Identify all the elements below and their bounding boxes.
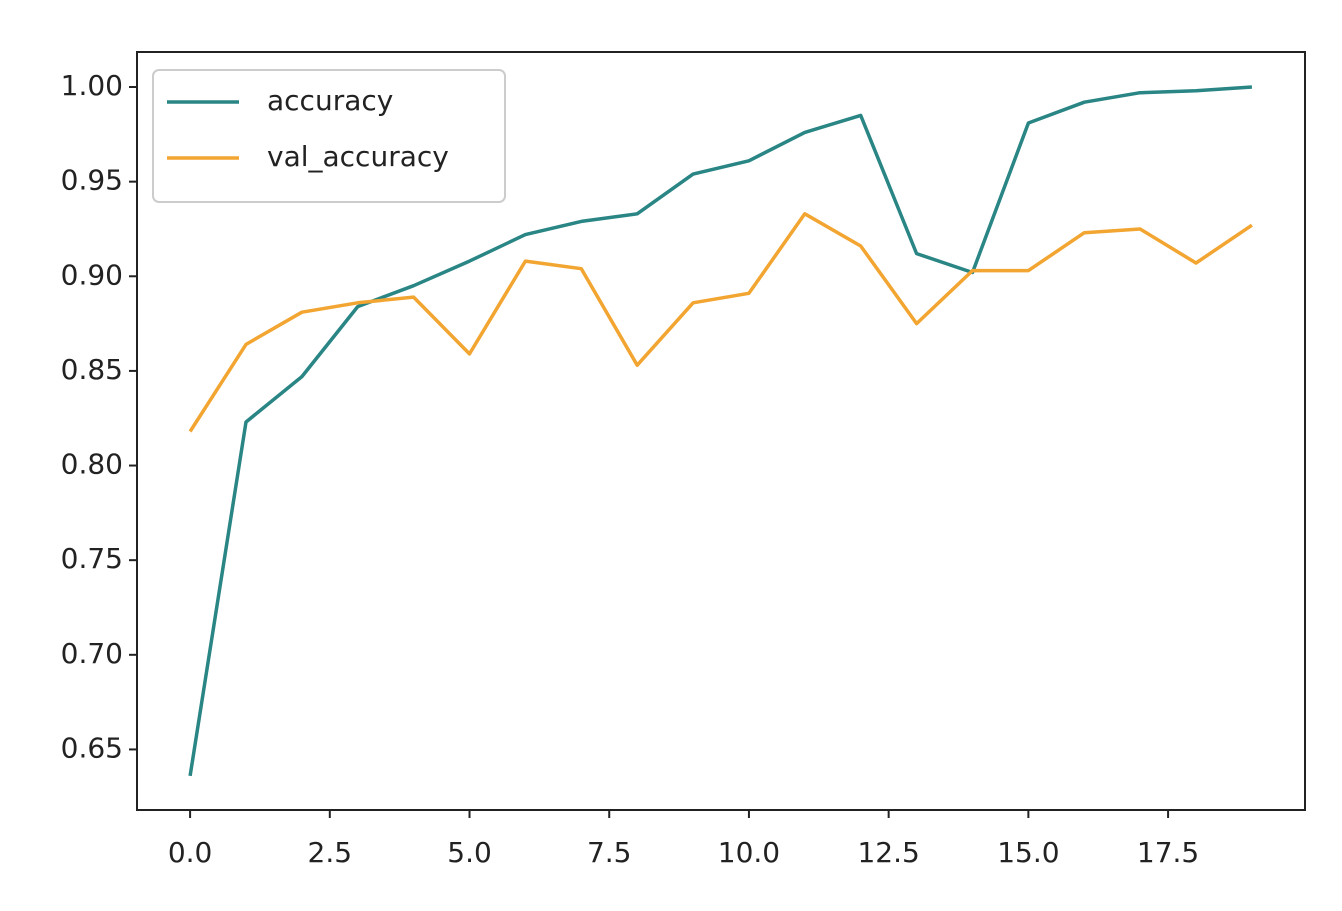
x-tick-label: 17.5: [1137, 836, 1199, 869]
x-tick-label: 0.0: [168, 836, 213, 869]
plot-frame: [136, 51, 1306, 811]
legend-box: [152, 69, 506, 203]
x-tick-label: 10.0: [718, 836, 780, 869]
x-tick-label: 2.5: [308, 836, 353, 869]
data-line: [188, 212, 1253, 433]
y-tick-label: 1.00: [61, 69, 123, 102]
y-tick-label: 0.70: [61, 637, 123, 670]
x-tick-label: 12.5: [857, 836, 919, 869]
x-tick-label: 7.5: [587, 836, 632, 869]
y-tick-label: 0.90: [61, 258, 123, 291]
legend-label: val_accuracy: [267, 140, 449, 173]
y-tick-label: 0.85: [61, 353, 123, 386]
x-tick-label: 15.0: [997, 836, 1059, 869]
legend-label: accuracy: [267, 84, 393, 117]
x-tick-label: 5.0: [447, 836, 492, 869]
y-tick-label: 0.75: [61, 542, 123, 575]
y-tick-label: 0.80: [61, 448, 123, 481]
y-tick-label: 0.95: [61, 164, 123, 197]
legend: accuracy val_accuracy: [152, 69, 506, 203]
y-tick-label: 0.65: [61, 731, 123, 764]
